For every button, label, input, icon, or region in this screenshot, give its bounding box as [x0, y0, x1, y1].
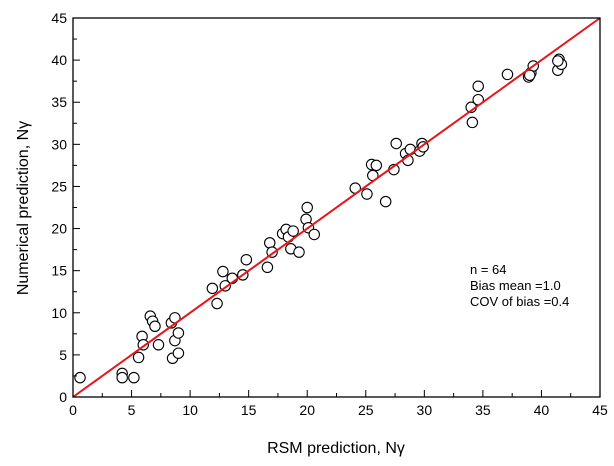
data-point: [287, 225, 299, 237]
y-tick-label: 25: [51, 178, 67, 194]
data-point: [74, 371, 86, 384]
y-tick-label: 0: [59, 389, 67, 405]
data-point: [379, 195, 392, 208]
x-axis-label: RSM prediction, Nγ: [267, 440, 405, 457]
y-tick-label: 10: [51, 305, 67, 321]
data-point: [211, 297, 223, 310]
data-point: [501, 68, 514, 81]
data-point: [206, 282, 219, 295]
y-tick-label: 45: [51, 10, 67, 26]
data-point: [172, 347, 185, 359]
data-point: [132, 351, 145, 364]
x-tick-label: 5: [128, 402, 136, 418]
y-tick-label: 20: [51, 221, 67, 237]
y-tick-label: 15: [51, 263, 67, 279]
x-tick-label: 15: [241, 402, 257, 418]
data-point: [552, 55, 564, 67]
data-point: [301, 201, 313, 214]
x-tick-label: 35: [475, 402, 491, 418]
data-point: [523, 69, 536, 82]
data-point: [128, 371, 140, 384]
data-point: [361, 188, 373, 200]
one-to-one-line: [72, 17, 601, 398]
data-point: [261, 261, 274, 274]
x-tick-label: 40: [534, 402, 550, 418]
ticks-layer: [72, 17, 601, 398]
data-point: [240, 253, 253, 266]
data-point: [152, 339, 165, 351]
data-point: [116, 371, 128, 384]
y-tick-label: 40: [51, 52, 67, 68]
data-point: [466, 116, 479, 129]
x-tick-label: 20: [299, 402, 315, 418]
data-point: [293, 246, 305, 258]
annotation-cov-of-bias: COV of bias =0.4: [470, 294, 569, 309]
data-point: [217, 265, 229, 278]
annotation-n: n = 64: [470, 262, 507, 277]
data-point: [308, 228, 320, 241]
y-axis-label: Numerical prediction, Nγ: [15, 121, 32, 295]
line-layer: [72, 17, 601, 398]
x-tick-label: 30: [417, 402, 433, 418]
data-point: [370, 159, 383, 172]
x-tick-label: 25: [358, 402, 374, 418]
data-point: [149, 320, 161, 333]
x-tick-label: 10: [182, 402, 198, 418]
data-point: [472, 80, 484, 92]
tick-labels-layer: 0 5 10 15 20 25 30 35 40 45 0 5 10 15 20 25 30 35 40 45: [51, 10, 608, 418]
data-point: [390, 137, 402, 150]
y-tick-label: 5: [59, 347, 67, 363]
y-tick-label: 30: [51, 136, 67, 152]
data-point: [263, 237, 276, 249]
y-tick-label: 35: [51, 94, 67, 110]
x-tick-label: 45: [592, 402, 608, 418]
x-tick-label: 0: [69, 402, 77, 418]
data-point: [172, 327, 185, 339]
annotation-bias-mean: Bias mean =1.0: [470, 278, 561, 293]
